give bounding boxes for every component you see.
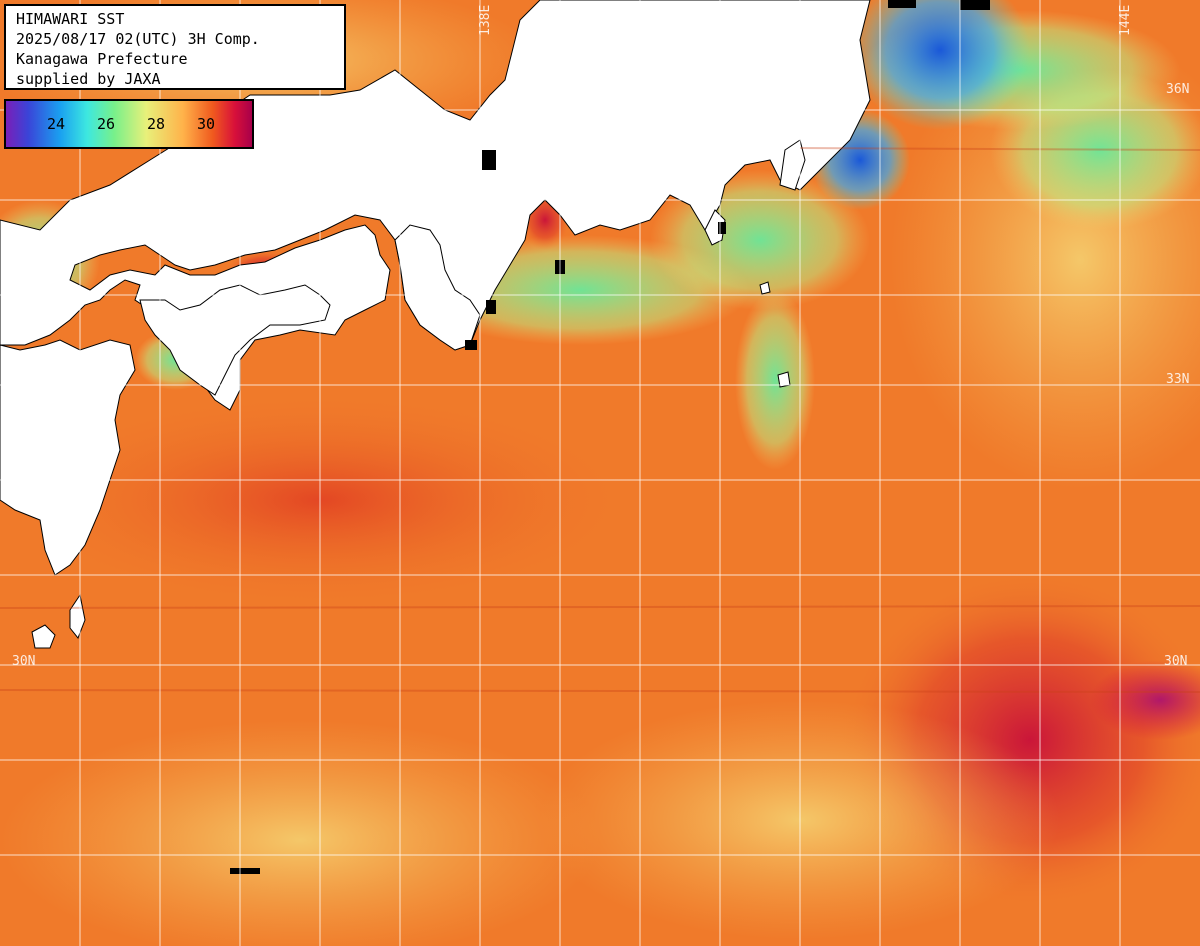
lon-label-138e: 138E — [478, 4, 493, 36]
title-line-1: HIMAWARI SST — [16, 10, 125, 28]
land-miyake — [759, 281, 771, 295]
land-shikoku — [139, 284, 331, 396]
land-kyushu — [0, 339, 136, 576]
cold-kuroshio-north — [850, 0, 1030, 130]
legend-tick-30: 30 — [197, 115, 216, 133]
green-plume — [735, 290, 815, 470]
lon-label-144e: 144E — [1118, 4, 1133, 36]
cool-area-south — [0, 720, 600, 946]
land — [0, 0, 871, 649]
lat-label-33-left: 33 — [14, 372, 30, 387]
title-line-4: supplied by JAXA — [16, 70, 161, 88]
streaks — [0, 147, 1200, 693]
lat-label-30n-right: 30N — [1164, 654, 1188, 669]
title-line-3: Kanagawa Prefecture — [16, 50, 188, 68]
lat-label-36n: 36N — [1166, 82, 1190, 97]
title-box: HIMAWARI SST 2025/08/17 02(UTC) 3H Comp.… — [4, 4, 346, 90]
legend-tick-24: 24 — [47, 115, 66, 133]
color-legend: 24 26 28 30 — [4, 99, 254, 149]
land-tanegashima — [31, 624, 56, 649]
legend-tick-28: 28 — [147, 115, 166, 133]
legend-tick-26: 26 — [97, 115, 116, 133]
hot-spot-east — [1090, 660, 1200, 740]
land-yakushima — [69, 593, 86, 639]
lat-label-30n-left: 30N — [12, 654, 36, 669]
lat-label-33n: 33N — [1166, 372, 1190, 387]
title-line-2: 2025/08/17 02(UTC) 3H Comp. — [16, 30, 260, 48]
